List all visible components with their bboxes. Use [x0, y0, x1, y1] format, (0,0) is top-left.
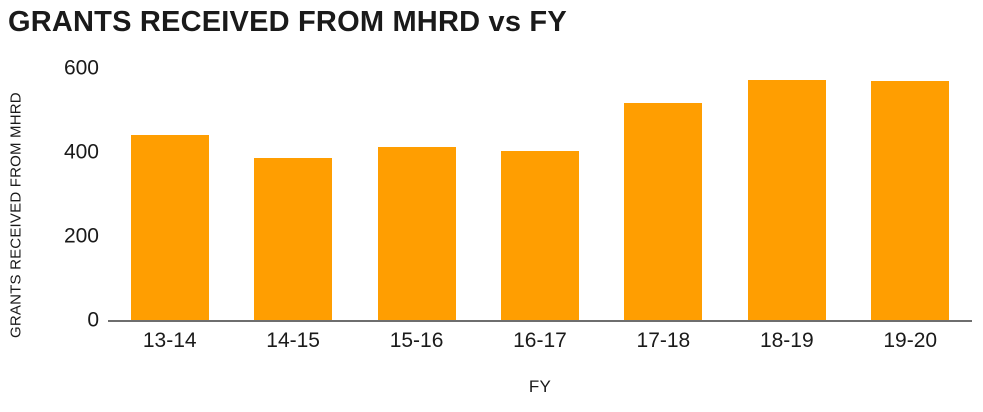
- bars-container: [108, 68, 972, 320]
- bar-slot: [478, 68, 601, 320]
- y-tick-label-400: 400: [63, 140, 99, 164]
- bar-slot: [355, 68, 478, 320]
- bar-slot: [231, 68, 354, 320]
- y-axis-title: GRANTS RECEIVED FROM MHRD: [7, 92, 25, 338]
- x-axis-line: [108, 320, 972, 322]
- bar-slot: [849, 68, 972, 320]
- x-axis-title: FY: [528, 377, 552, 396]
- plot-area: 0 200 400 600 13-14 14-15 15-16 16-17 17-18 18-1…: [64, 58, 972, 352]
- bar-17-18[interactable]: [624, 103, 703, 320]
- bar-13-14[interactable]: [130, 135, 209, 320]
- bar-18-19[interactable]: [747, 79, 826, 320]
- y-tick-labels: 0 200 400 600: [64, 58, 972, 331]
- y-tick-label-600: 600: [63, 56, 99, 80]
- chart-title: GRANTS RECEIVED FROM MHRD vs FY: [8, 6, 567, 38]
- y-tick-label-0: 0: [87, 308, 99, 332]
- bar-16-17[interactable]: [500, 150, 579, 320]
- x-tick-labels: 13-14 14-15 15-16 16-17 17-18 18-19 19-20: [108, 329, 972, 353]
- bar-slot: [725, 68, 848, 320]
- bar-15-16[interactable]: [377, 147, 456, 320]
- bar-slot: [108, 68, 231, 320]
- x-tick-label-18-19: 18-19: [759, 329, 814, 352]
- bar-slot: [602, 68, 725, 320]
- x-tick-label-14-15: 14-15: [266, 329, 320, 352]
- x-tick-label-13-14: 13-14: [142, 329, 197, 352]
- x-tick-label-19-20: 19-20: [883, 329, 938, 352]
- bar-19-20[interactable]: [871, 81, 950, 320]
- y-tick-label-200: 200: [63, 224, 99, 248]
- x-tick-label-16-17: 16-17: [513, 329, 567, 352]
- x-tick-label-15-16: 15-16: [389, 329, 444, 352]
- x-tick-label-17-18: 17-18: [636, 329, 691, 352]
- bar-14-15[interactable]: [254, 158, 333, 320]
